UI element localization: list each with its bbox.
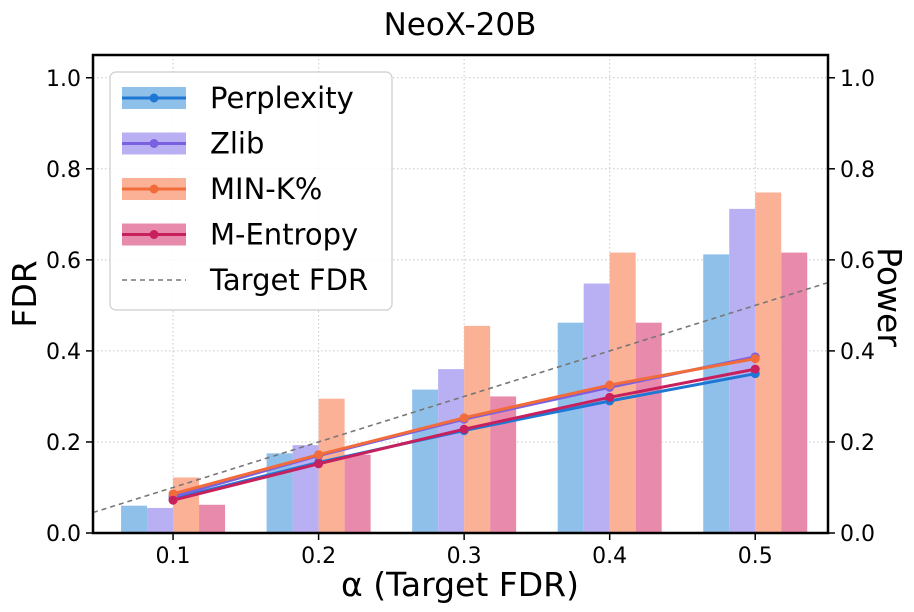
bar-perplexity-0.4 xyxy=(557,322,584,533)
y-tick-label-right: 0.0 xyxy=(840,522,875,547)
y-tick-label-right: 1.0 xyxy=(840,67,875,92)
y-axis-label-left: FDR xyxy=(5,260,44,327)
bars xyxy=(121,192,808,533)
legend-marker-zlib xyxy=(149,139,159,148)
bar-min-k--0.1 xyxy=(173,477,200,533)
y-tick-label-left: 0.2 xyxy=(46,431,81,456)
target-fdr-line xyxy=(92,281,829,514)
y-axis-label-right: Power xyxy=(870,247,909,347)
y-tick-label-left: 0.4 xyxy=(46,340,81,365)
x-tick-label: 0.4 xyxy=(592,544,627,569)
point-m-entropy-0.3 xyxy=(459,424,469,434)
legend-marker-m-entropy xyxy=(149,230,159,239)
x-axis: 0.1 0.2 0.3 0.4 0.5 xyxy=(156,533,773,569)
legend: Perplexity Zlib MIN-K% M-Entropy Target FDR xyxy=(109,71,393,311)
bar-zlib-0.1 xyxy=(147,507,174,533)
point-m-entropy-0.4 xyxy=(605,392,615,402)
legend-label-perplexity: Perplexity xyxy=(210,81,354,115)
y-tick-label-right: 0.6 xyxy=(840,249,875,274)
point-m-entropy-0.1 xyxy=(168,495,178,505)
bar-m-entropy-0.1 xyxy=(199,504,226,533)
bar-m-entropy-0.5 xyxy=(781,252,808,533)
bar-perplexity-0.3 xyxy=(412,389,439,533)
plot-frame xyxy=(91,53,830,535)
legend-label-m-entropy: M-Entropy xyxy=(210,218,358,252)
point-min-k--0.1 xyxy=(168,489,178,499)
x-tick-label: 0.3 xyxy=(447,544,482,569)
legend-marker-perplexity xyxy=(149,93,159,103)
chart-title: NeoX-20B xyxy=(384,7,537,43)
x-tick-label: 0.1 xyxy=(156,544,191,569)
y-tick-label-left: 0.6 xyxy=(46,249,81,274)
bar-perplexity-0.1 xyxy=(121,505,148,533)
point-min-k--0.3 xyxy=(459,413,469,423)
legend-label-min-k-: MIN-K% xyxy=(210,172,322,206)
point-min-k--0.5 xyxy=(750,354,760,364)
y-axis-right: 0.0 0.2 0.4 0.6 0.8 1.0 xyxy=(828,67,875,547)
y-tick-label-right: 0.4 xyxy=(840,340,875,365)
legend-label-zlib: Zlib xyxy=(210,127,264,161)
x-tick-label: 0.5 xyxy=(738,544,773,569)
y-axis-left: 0.0 0.2 0.4 0.6 0.8 1.0 xyxy=(46,67,93,547)
y-tick-label-left: 0.8 xyxy=(46,158,81,183)
y-tick-label-right: 0.8 xyxy=(840,158,875,183)
bar-m-entropy-0.2 xyxy=(344,454,371,533)
y-tick-label-right: 0.2 xyxy=(840,431,875,456)
legend-marker-min-k- xyxy=(149,184,159,194)
y-tick-label-left: 1.0 xyxy=(46,67,81,92)
point-m-entropy-0.2 xyxy=(314,459,324,469)
series-lines xyxy=(168,352,760,505)
legend-box xyxy=(109,71,393,311)
point-min-k--0.4 xyxy=(605,380,615,390)
x-tick-label: 0.2 xyxy=(301,544,336,569)
bar-zlib-0.3 xyxy=(438,369,465,533)
bar-m-entropy-0.3 xyxy=(490,396,517,533)
point-m-entropy-0.5 xyxy=(750,364,760,374)
bar-perplexity-0.5 xyxy=(703,254,730,533)
point-min-k--0.2 xyxy=(314,450,324,460)
x-axis-label: α (Target FDR) xyxy=(341,565,579,604)
bar-m-entropy-0.4 xyxy=(635,322,662,533)
bar-min-k--0.5 xyxy=(755,192,782,533)
bar-min-k--0.2 xyxy=(318,398,345,533)
target-fdr-reference-line xyxy=(92,281,829,514)
legend-label-target-fdr: Target FDR xyxy=(209,263,368,297)
y-tick-label-left: 0.0 xyxy=(46,522,81,547)
bar-zlib-0.4 xyxy=(583,283,610,533)
